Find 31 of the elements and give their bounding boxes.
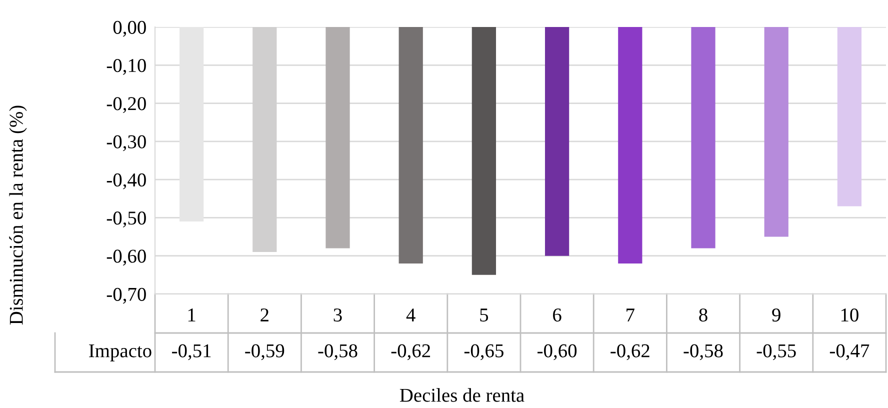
x-tick-label: 5 — [480, 308, 488, 322]
x-tick-label: 1 — [188, 308, 196, 322]
x-tick-label: 6 — [553, 308, 562, 322]
data-label: -0,55 — [756, 344, 796, 360]
text: Impacto — [89, 344, 152, 362]
y-tick-label: -0,40 — [106, 173, 146, 190]
y-tick-label: -0,10 — [106, 58, 146, 75]
x-tick-label: 3 — [334, 308, 342, 322]
data-label: -0,59 — [245, 344, 284, 360]
x-tick-label: 2 — [260, 308, 268, 322]
data-label: -0,60 — [538, 344, 577, 360]
y-tick-label: -0,30 — [106, 135, 146, 152]
x-tick-label: 8 — [699, 308, 708, 322]
data-label: -0,58 — [684, 344, 723, 360]
data-label: -0,62 — [610, 344, 650, 360]
y-axis-title: Disminución en la renta (%) — [9, 106, 27, 325]
x-axis-title: Deciles de renta — [400, 388, 524, 402]
y-tick-label: -0,60 — [106, 250, 146, 266]
y-tick-label: -0,50 — [106, 212, 146, 228]
data-label: -0,65 — [464, 344, 504, 360]
y-tick-label: -0,20 — [106, 97, 146, 114]
x-tick-label: 7 — [626, 308, 634, 322]
y-tick-label: 0,00 — [113, 20, 146, 37]
data-label: -0,62 — [391, 344, 430, 360]
data-label: -0,58 — [318, 344, 358, 360]
x-tick-label: 10 — [841, 308, 858, 322]
x-tick-label: 4 — [406, 308, 416, 322]
data-label: -0,47 — [830, 344, 870, 360]
y-tick-label: -0,70 — [106, 288, 146, 304]
x-tick-label: 9 — [772, 308, 780, 322]
data-label: -0,51 — [172, 344, 211, 360]
